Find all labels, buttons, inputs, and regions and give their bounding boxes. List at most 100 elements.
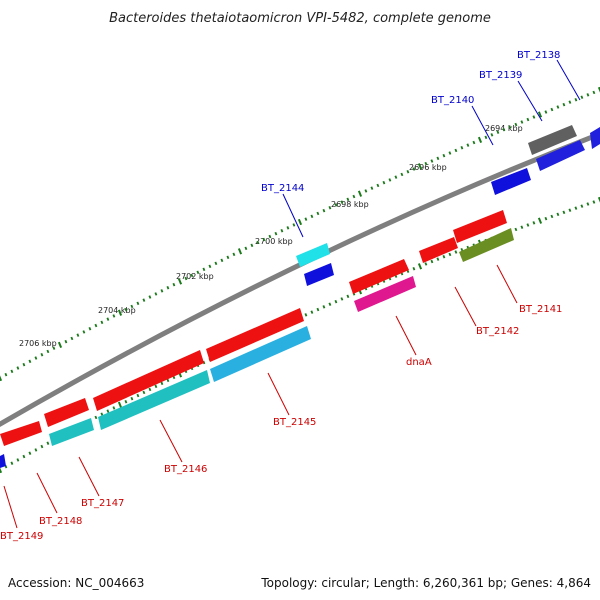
tick-minor (352, 194, 356, 199)
gene-label-bt2145[interactable]: BT_2145 (273, 417, 316, 428)
tick-minor (214, 261, 218, 266)
tick-minor (46, 441, 50, 445)
upper-gene-labels: BT_2138 BT_2139 BT_2140 BT_2144 (261, 50, 560, 194)
gene-label-bt2140[interactable]: BT_2140 (431, 95, 474, 106)
tick-minor (46, 349, 50, 354)
tick-minor (100, 320, 104, 325)
tick-minor (316, 307, 320, 312)
gene-bt2145-top-shape[interactable] (206, 308, 304, 362)
gene-bt2144b-shape[interactable] (304, 263, 334, 286)
tick-major (597, 196, 600, 204)
gene-label-bt2139[interactable]: BT_2139 (479, 70, 522, 81)
tick-minor (454, 250, 458, 254)
tick-minor (94, 415, 98, 420)
gene-label-bt2146[interactable]: BT_2146 (164, 464, 207, 475)
tick-minor (436, 257, 440, 261)
gene-bt2146-top-shape[interactable] (93, 350, 204, 411)
gene-features (0, 125, 600, 468)
tick-minor (232, 252, 236, 257)
tick-minor (586, 93, 590, 97)
gene-dnaA-shape[interactable] (354, 276, 416, 312)
tick-minor (544, 216, 548, 221)
leader-bt2149 (3, 485, 18, 529)
gene-bt2144-shape[interactable] (296, 243, 330, 267)
tick-minor (124, 400, 128, 404)
leader-bt2138 (556, 59, 581, 101)
gene-bt2138-shape[interactable] (590, 127, 600, 149)
tick-minor (136, 393, 140, 398)
gene-bt2148-shape[interactable] (0, 421, 42, 446)
gene-label-bt2142[interactable]: BT_2142 (476, 326, 519, 337)
gene-label-bt2149[interactable]: BT_2149 (0, 531, 43, 542)
tick-minor (22, 362, 26, 367)
tick-minor (526, 223, 530, 227)
tick-minor (514, 122, 518, 127)
tick-minor (148, 387, 152, 392)
tick-minor (394, 175, 398, 179)
scale-label-2706: 2706 kbp (19, 339, 57, 348)
gene-bt2149-shape[interactable] (0, 454, 6, 468)
tick-minor (436, 156, 440, 161)
tick-minor (316, 211, 320, 216)
tick-minor (16, 458, 20, 462)
scale-label-2702: 2702 kbp (176, 272, 214, 281)
scale-label-2700: 2700 kbp (255, 237, 293, 246)
gene-bt2140-shape[interactable] (491, 168, 531, 195)
tick-minor (340, 200, 344, 204)
gene-label-bt2138[interactable]: BT_2138 (517, 50, 560, 61)
gene-bt2146-shape[interactable] (98, 370, 210, 430)
gene-label-bt2141[interactable]: BT_2141 (519, 304, 562, 315)
tick-minor (10, 369, 14, 374)
gene-bt2147-shape[interactable] (49, 418, 94, 446)
tick-minor (376, 183, 380, 188)
summary-text: Topology: circular; Length: 6,260,361 bp… (260, 576, 591, 590)
tick-minor (496, 130, 500, 134)
tick-minor (310, 214, 314, 219)
genome-title: Bacteroides thetaiotaomicron VPI-5482, c… (109, 11, 491, 26)
gene-bt2145-shape[interactable] (210, 326, 311, 382)
tick-major (417, 163, 423, 170)
tick-minor (460, 146, 464, 150)
gene-bt2142-shape[interactable] (419, 237, 458, 263)
gene-bt2138b-shape[interactable] (536, 140, 585, 171)
tick-minor (268, 234, 272, 239)
tick-minor (148, 295, 152, 299)
tick-minor (154, 292, 158, 296)
gene-bt2148-top-shape[interactable] (44, 398, 89, 427)
gene-dnaA-top-shape[interactable] (349, 259, 409, 294)
tick-major (117, 401, 123, 408)
tick-minor (502, 127, 506, 132)
tick-minor (124, 307, 128, 312)
gene-label-bt2144[interactable]: BT_2144 (261, 183, 304, 194)
tick-minor (322, 208, 326, 213)
tick-minor (520, 120, 524, 124)
tick-minor (472, 140, 476, 145)
tick-minor (568, 100, 572, 104)
tick-minor (568, 208, 572, 212)
tick-minor (226, 255, 230, 260)
gene-label-dnaA[interactable]: dnaA (406, 357, 432, 368)
tick-minor (28, 451, 32, 455)
tick-major (0, 466, 3, 474)
leader-bt2148 (36, 472, 58, 514)
gene-label-bt2148[interactable]: BT_2148 (39, 516, 82, 527)
tick-minor (40, 353, 44, 357)
gene-bt2141-shape[interactable] (459, 228, 514, 262)
tick-minor (370, 186, 374, 190)
tick-minor (70, 336, 74, 341)
tick-minor (136, 301, 140, 306)
gene-bt2142b-shape[interactable] (453, 210, 507, 243)
tick-minor (400, 172, 404, 177)
tick-major (537, 217, 543, 224)
gene-label-bt2147[interactable]: BT_2147 (81, 498, 124, 509)
tick-minor (130, 396, 134, 401)
tick-minor (430, 259, 434, 264)
tick-minor (424, 161, 428, 166)
gene-bt2139-shape[interactable] (528, 125, 577, 155)
tick-minor (160, 381, 164, 386)
tick-minor (382, 180, 386, 185)
scale-label-2696: 2696 kbp (409, 163, 447, 172)
tick-minor (4, 372, 8, 377)
tick-minor (532, 221, 536, 225)
